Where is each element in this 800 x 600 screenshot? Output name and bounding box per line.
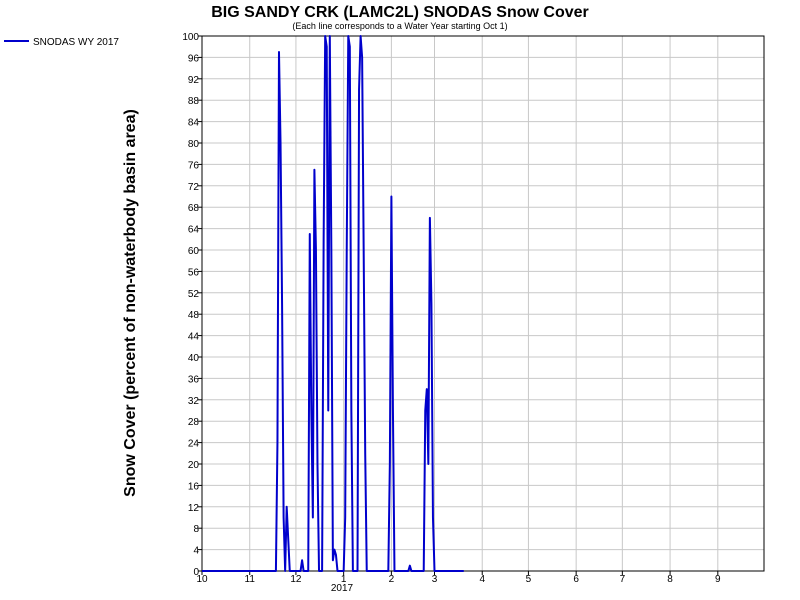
y-tick-label: 100: [182, 32, 199, 43]
y-tick-label: 20: [188, 460, 200, 471]
y-tick-label: 64: [188, 225, 200, 236]
x-tick-label: 3: [432, 574, 438, 585]
y-tick-label: 8: [193, 524, 199, 535]
y-tick-label: 52: [188, 289, 200, 300]
y-tick-label: 68: [188, 203, 200, 214]
y-tick-label: 28: [188, 417, 200, 428]
y-tick-label: 32: [188, 396, 200, 407]
grid-layer: [202, 35, 764, 572]
legend: SNODAS WY 2017: [4, 37, 119, 48]
y-tick-label: 0: [193, 567, 199, 578]
x-tick-label: 8: [667, 574, 673, 585]
x-tick-label: 9: [715, 574, 721, 585]
chart-title: BIG SANDY CRK (LAMC2L) SNODAS Snow Cover: [211, 4, 589, 21]
x-tick-label: 5: [526, 574, 532, 585]
y-tick-label: 24: [188, 439, 200, 450]
x-tick-label: 6: [573, 574, 579, 585]
y-tick-label: 4: [193, 546, 199, 557]
series-layer: [202, 35, 464, 572]
y-tick-label: 84: [188, 118, 200, 129]
y-tick-label: 36: [188, 374, 200, 385]
series-line-snodas-wy-2017: [202, 35, 464, 572]
plot-frame: [201, 35, 765, 572]
x-tick-label: 12: [290, 574, 302, 585]
y-tick-label: 76: [188, 160, 200, 171]
y-tick-label: 88: [188, 96, 200, 107]
x-tick-label: 2: [389, 574, 395, 585]
x-tick-label: 11: [245, 574, 256, 585]
y-tick-label: 16: [188, 481, 200, 492]
y-axis-label: Snow Cover (percent of non-waterbody bas…: [122, 109, 139, 497]
chart-subtitle: (Each line corresponds to a Water Year s…: [292, 21, 507, 31]
y-tick-label: 92: [188, 75, 200, 86]
x-axis-ticks: 10 11 12 1 2 3 4 5 6 7 8 9: [196, 571, 721, 585]
y-tick-label: 60: [188, 246, 200, 257]
x-tick-label: 10: [196, 574, 208, 585]
y-tick-label: 48: [188, 310, 200, 321]
y-tick-label: 80: [188, 139, 200, 150]
y-tick-label: 72: [188, 182, 200, 193]
y-tick-label: 12: [188, 503, 200, 514]
y-tick-label: 44: [188, 332, 200, 343]
y-axis-ticks: 0481216202428323640444852566064687276808…: [182, 32, 202, 578]
y-tick-label: 96: [188, 53, 200, 64]
x-tick-label: 1: [341, 574, 347, 585]
x-tick-label: 4: [479, 574, 485, 585]
legend-label-snodas-wy-2017: SNODAS WY 2017: [33, 37, 119, 48]
x-tick-label: 7: [620, 574, 626, 585]
x-axis-year-label: 2017: [331, 583, 354, 594]
y-tick-label: 40: [188, 353, 200, 364]
y-tick-label: 56: [188, 267, 200, 278]
